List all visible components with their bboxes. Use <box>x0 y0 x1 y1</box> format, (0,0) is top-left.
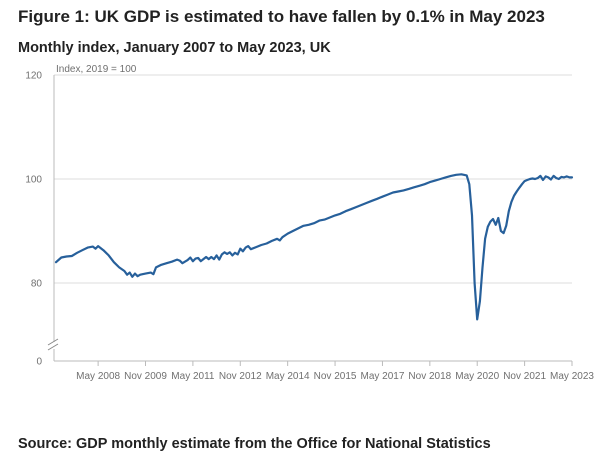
y-tick-label: 100 <box>25 175 42 186</box>
y-tick-label: 80 <box>31 279 43 290</box>
x-tick-label: May 2014 <box>266 371 310 382</box>
x-tick-label: Nov 2015 <box>314 371 357 382</box>
axis-break-mark <box>47 338 59 346</box>
x-tick-label: May 2020 <box>455 371 499 382</box>
x-tick-label: Nov 2012 <box>219 371 262 382</box>
series-line-gdp-index <box>54 173 574 321</box>
y-tick-label: 0 <box>36 357 42 368</box>
x-tick-label: May 2023 <box>550 371 594 382</box>
x-tick-label: Nov 2009 <box>124 371 167 382</box>
chart-subtitle: Monthly index, January 2007 to May 2023,… <box>18 40 331 56</box>
y-tick-label: 120 <box>25 71 42 82</box>
x-tick-label: May 2017 <box>360 371 404 382</box>
axis-break-mark <box>47 343 59 351</box>
x-tick-label: May 2008 <box>76 371 120 382</box>
chart-title: Figure 1: UK GDP is estimated to have fa… <box>18 7 545 26</box>
x-tick-label: Nov 2018 <box>408 371 451 382</box>
axis-break-gap <box>48 342 60 349</box>
y-axis-label: Index, 2019 = 100 <box>56 64 137 75</box>
x-tick-label: May 2011 <box>171 371 215 382</box>
source-note: Source: GDP monthly estimate from the Of… <box>18 436 491 452</box>
x-tick-label: Nov 2021 <box>503 371 546 382</box>
